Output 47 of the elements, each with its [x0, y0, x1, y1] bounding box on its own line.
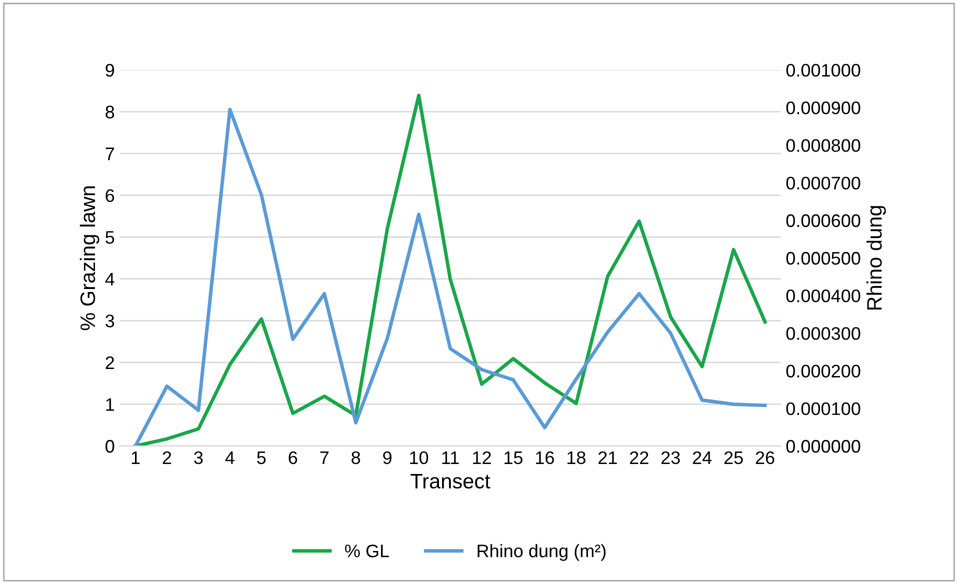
x-tick-label: 1: [132, 452, 140, 464]
y-tick-label: 6: [106, 189, 114, 202]
y2-tick-label: 0.000000: [786, 440, 860, 453]
x-tick-label: 7: [320, 452, 328, 464]
x-tick-label: 16: [536, 451, 554, 464]
x-tick-label: 24: [692, 451, 712, 464]
y-tick-label: 1: [106, 398, 114, 411]
x-tick-label: 25: [724, 451, 743, 464]
x-tick-label: 12: [473, 451, 491, 464]
x-tick-label: 3: [194, 451, 203, 464]
y-tick-label: 8: [106, 106, 114, 118]
y2-tick-label: 0.000500: [786, 252, 860, 265]
y-tick-label: 9: [106, 64, 114, 77]
y-tick-label: 5: [106, 231, 114, 244]
x-tick-label: 5: [257, 452, 266, 464]
x-tick-label: 23: [661, 451, 680, 464]
x-tick-label: 4: [225, 452, 234, 464]
x-tick-label: 10: [410, 451, 428, 464]
y2-tick-label: 0.000200: [786, 364, 860, 378]
x-tick-label: 2: [162, 451, 172, 464]
y-tick-label: 0: [106, 440, 114, 453]
x-tick-label: 21: [598, 451, 617, 464]
y2-tick-label: 0.000700: [786, 176, 860, 190]
y-tick-label: 7: [106, 148, 114, 160]
x-tick-label: 15: [504, 452, 522, 464]
x-tick-label: 9: [383, 451, 392, 464]
x-tick-label: 8: [352, 451, 360, 464]
y2-tick-label: 0.001000: [786, 64, 860, 77]
x-tick-label: 26: [756, 451, 774, 464]
x-tick-label: 11: [442, 452, 459, 464]
y2-axis-title: Rhino dung: [866, 206, 886, 310]
y-tick-label: 2: [106, 356, 114, 369]
y2-tick-label: 0.000400: [786, 290, 860, 302]
y-tick-label: 3: [106, 314, 114, 328]
y2-tick-label: 0.000600: [786, 214, 860, 228]
x-axis-title: Transect: [410, 474, 490, 489]
x-tick-label: 18: [568, 451, 586, 464]
y2-tick-label: 0.000300: [786, 327, 860, 340]
x-tick-label: 6: [288, 451, 298, 464]
x-tick-label: 22: [630, 451, 648, 464]
y2-tick-label: 0.000900: [786, 102, 860, 114]
y2-tick-label: 0.000800: [786, 139, 860, 152]
legend-label: % GL: [345, 544, 389, 558]
legend-label: Rhino dung (m²): [478, 544, 606, 561]
y-axis-title: % Grazing lawn: [80, 186, 100, 330]
y2-tick-label: 0.000100: [786, 402, 860, 416]
y-tick-label: 4: [105, 272, 114, 286]
